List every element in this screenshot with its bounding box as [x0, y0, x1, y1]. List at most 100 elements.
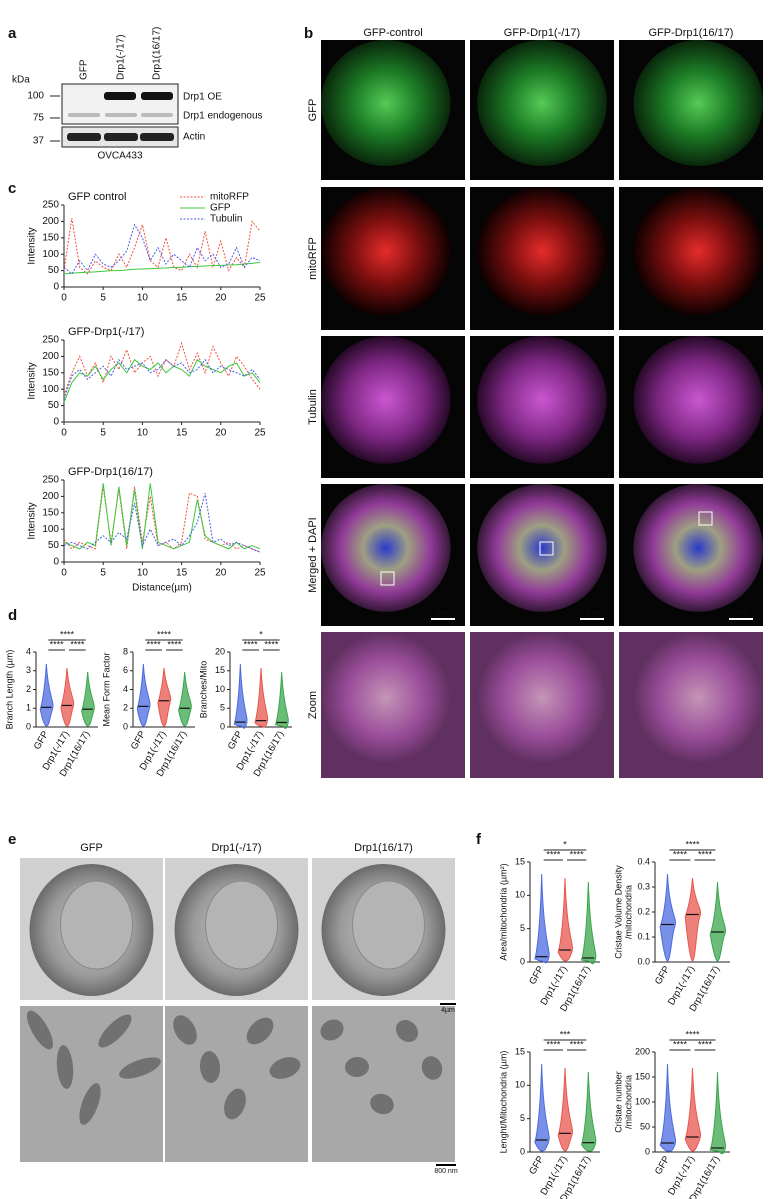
violin	[81, 671, 95, 727]
y-tick-label: 150	[42, 232, 59, 243]
y-axis-label: Area/mitochondria (µm²)	[498, 863, 508, 960]
y-tick-label: 150	[635, 1071, 650, 1081]
violin	[684, 1067, 701, 1152]
y-tick-label: 200	[42, 491, 59, 502]
panel-label: b	[304, 25, 313, 42]
em-mitochondrion	[421, 1056, 443, 1080]
violin	[709, 1071, 726, 1155]
em-mitochondrion	[199, 1051, 221, 1083]
y-tick-label: 5	[520, 1113, 525, 1123]
significance-label: ****	[157, 629, 172, 639]
scale-bar	[440, 1003, 456, 1005]
em-nucleus	[60, 880, 133, 970]
y-tick-label: 5	[520, 923, 525, 933]
y-tick-label: 2	[26, 684, 31, 694]
y-tick-label: 150	[42, 507, 59, 518]
violin	[684, 877, 702, 962]
legend-label: mitoRFP	[210, 192, 249, 203]
em-mitochondrion	[370, 1093, 394, 1115]
y-axis-label: Intensity	[27, 227, 38, 264]
y-tick-label: 15	[515, 1046, 525, 1056]
unit-label: kDa	[12, 75, 30, 86]
row-label: mitoRFP	[307, 237, 319, 280]
y-tick-label: 200	[42, 351, 59, 362]
scale-bar-label: 20 µm	[734, 610, 748, 616]
violin	[254, 667, 269, 728]
y-tick-label: 15	[515, 856, 525, 866]
x-tick-label: 20	[215, 293, 227, 304]
y-tick-label: 20	[215, 646, 225, 656]
band	[67, 133, 101, 141]
violin	[580, 1071, 597, 1152]
y-axis-label: Intensity	[27, 362, 38, 399]
y-tick-label: 0.1	[637, 931, 650, 941]
y-axis-label: Cristae Volume Density	[613, 865, 623, 959]
significance-label: ****	[244, 639, 259, 649]
x-tick-label: 5	[100, 293, 106, 304]
y-tick-label: 150	[42, 367, 59, 378]
legend-label: GFP	[210, 203, 231, 214]
x-tick-label: 25	[254, 568, 266, 579]
cell-signal	[633, 187, 763, 316]
y-tick-label: 0	[53, 417, 59, 428]
y-tick-label: 10	[515, 890, 525, 900]
em-mitochondrion	[345, 1056, 369, 1078]
y-tick-label: 0	[53, 282, 59, 293]
x-tick-label: 10	[137, 568, 149, 579]
y-tick-label: 4	[123, 684, 128, 694]
row-label: Zoom	[307, 691, 319, 719]
em-mitochondrion	[173, 1015, 197, 1045]
violin	[557, 877, 573, 962]
significance-label: ****	[698, 849, 713, 859]
y-tick-label: 10	[515, 1080, 525, 1090]
significance-label: ****	[167, 639, 182, 649]
roi-box	[380, 571, 395, 586]
band	[105, 113, 137, 117]
x-tick-label: 10	[137, 428, 149, 439]
intensity-line	[63, 358, 261, 400]
column-title: GFP-control	[363, 27, 422, 39]
y-axis-label: Branch Length (µm)	[4, 650, 14, 730]
violin	[233, 663, 248, 729]
y-tick-label: 200	[42, 216, 59, 227]
violin	[157, 667, 172, 727]
y-tick-label: 10	[215, 684, 225, 694]
em-mitochondrion	[27, 1010, 53, 1050]
lane-label: Drp1(-/17)	[116, 34, 127, 80]
y-tick-label: 0	[520, 1146, 525, 1156]
x-axis-label: Distance(µm)	[132, 583, 192, 594]
significance-label: ****	[264, 639, 279, 649]
x-tick-label: 20	[215, 568, 227, 579]
y-tick-label: 200	[635, 1046, 650, 1056]
violin	[659, 1063, 676, 1152]
column-title: GFP-Drp1(-/17)	[504, 27, 580, 39]
violin	[60, 667, 75, 727]
cell-signal	[633, 336, 763, 464]
significance-label: ****	[698, 1039, 713, 1049]
cell-signal	[321, 40, 451, 166]
significance-label: ****	[147, 639, 162, 649]
significance-label: ****	[673, 849, 688, 859]
y-axis-label: Mean Form Factor	[101, 652, 111, 726]
marker-label: 100	[27, 91, 44, 102]
em-mitochondrion	[98, 1014, 132, 1048]
intensity-line	[63, 492, 261, 553]
em-mitochondrion	[119, 1057, 161, 1079]
y-axis-label: Lenght/Mitochondria (µm)	[498, 1051, 508, 1154]
roi-box	[539, 541, 554, 556]
significance-label: ****	[685, 1029, 700, 1039]
x-tick-label: 15	[176, 428, 188, 439]
band-label: Actin	[183, 132, 205, 143]
y-axis-label: /mitochondria	[623, 885, 633, 939]
y-tick-label: 250	[42, 335, 59, 346]
y-tick-label: 100	[42, 384, 59, 395]
legend-label: Tubulin	[210, 214, 242, 225]
y-tick-label: 100	[635, 1096, 650, 1106]
intensity-line	[63, 483, 261, 550]
y-tick-label: 0	[220, 721, 225, 731]
x-tick-label: 10	[137, 293, 149, 304]
violin	[659, 873, 677, 962]
violin	[534, 873, 550, 964]
em-mitochondrion	[246, 1017, 274, 1045]
